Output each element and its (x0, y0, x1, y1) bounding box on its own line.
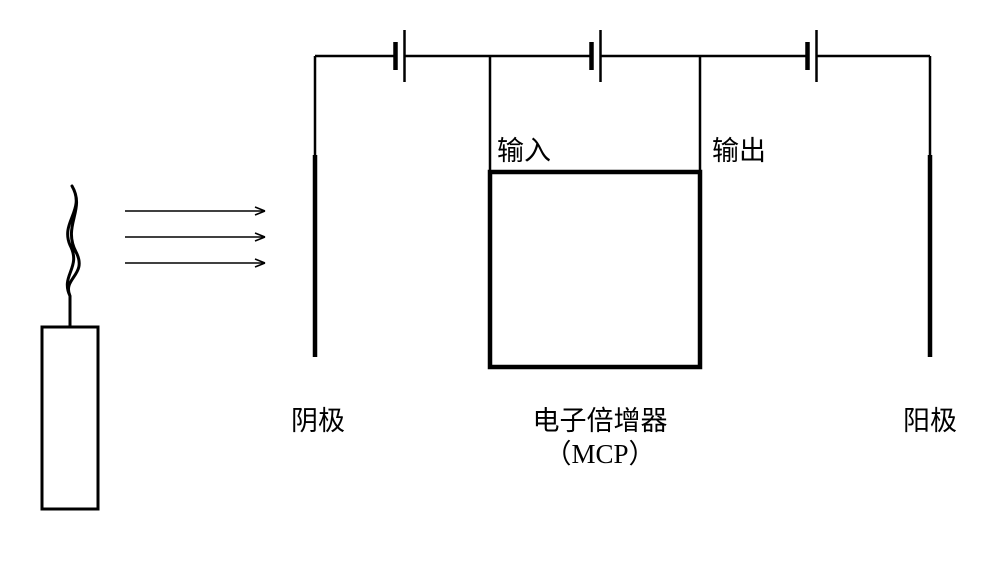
label-anode: 阳极 (903, 406, 957, 436)
label-mcp-line1: 电子倍增器 (533, 406, 668, 436)
label-cathode: 阴极 (291, 406, 345, 436)
candle-flame (67, 186, 79, 296)
label-mcp-line2: （MCP） (544, 439, 655, 469)
mcp-box (490, 172, 700, 367)
light-arrows (125, 207, 265, 267)
label-output: 输出 (712, 136, 766, 166)
candle-body (42, 327, 98, 509)
label-input: 输入 (497, 136, 551, 166)
